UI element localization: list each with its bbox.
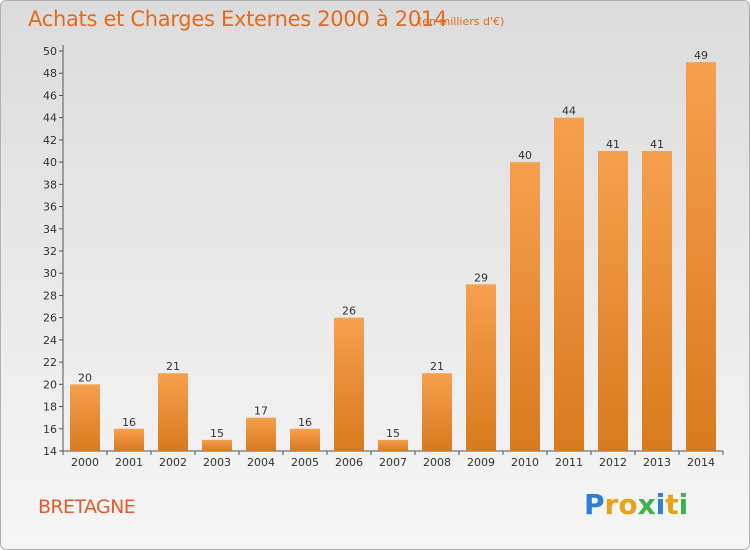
y-tick-label: 38 [43,178,57,191]
x-tick-label: 2009 [467,456,495,469]
y-tick-label: 28 [43,289,57,302]
x-tick-label: 2014 [687,456,715,469]
y-tick-label: 40 [43,156,57,169]
data-label: 41 [606,138,620,151]
bar [290,428,320,451]
bar [466,284,496,451]
x-tick-label: 2012 [599,456,627,469]
y-tick-label: 42 [43,134,57,147]
data-label: 15 [210,427,224,440]
y-tick-label: 46 [43,89,57,102]
chart-title: Achats et Charges Externes 2000 à 2014 [28,7,448,31]
bar [598,151,628,451]
bar [686,62,716,451]
logo-letter: i [655,488,666,521]
y-tick-label: 48 [43,67,57,80]
logo-letter: r [604,488,619,521]
data-label: 41 [650,138,664,151]
x-tick-label: 2011 [555,456,583,469]
region-label: BRETAGNE [38,496,136,518]
data-label: 15 [386,427,400,440]
x-tick-label: 2010 [511,456,539,469]
logo-letter: P [584,488,605,521]
y-tick-label: 22 [43,356,57,369]
bar [378,439,408,451]
y-tick-label: 26 [43,312,57,325]
proxiti-logo: Proxiti [584,488,688,521]
x-tick-label: 2002 [159,456,187,469]
y-tick-label: 18 [43,401,57,414]
x-tick-label: 2004 [247,456,275,469]
chart-unit-label: (en milliers d'€) [418,15,505,28]
bar [642,151,672,451]
y-tick-label: 16 [43,423,57,436]
data-label: 16 [122,416,136,429]
bar [202,439,232,451]
y-tick-label: 32 [43,245,57,258]
x-tick-label: 2008 [423,456,451,469]
logo-letter: t [665,488,679,521]
bar [70,384,100,451]
x-tick-label: 2007 [379,456,407,469]
bar [554,117,584,452]
data-label: 40 [518,149,532,162]
logo-letter: o [618,488,638,521]
x-tick-label: 2003 [203,456,231,469]
data-label: 29 [474,271,488,284]
bar [114,428,144,451]
y-tick-label: 24 [43,334,57,347]
y-tick-label: 50 [43,45,57,58]
y-tick-label: 14 [43,445,57,458]
bar [246,417,276,451]
data-label: 26 [342,305,356,318]
bar [422,373,452,451]
bar [510,162,540,451]
x-tick-label: 2001 [115,456,143,469]
data-label: 16 [298,416,312,429]
y-tick-label: 20 [43,378,57,391]
x-tick-label: 2005 [291,456,319,469]
data-label: 49 [694,49,708,62]
data-label: 21 [430,360,444,373]
y-tick-label: 30 [43,267,57,280]
y-tick-label: 44 [43,112,57,125]
y-tick-label: 34 [43,223,57,236]
logo-letter: x [637,488,656,521]
data-label: 20 [78,371,92,384]
y-tick-label: 36 [43,201,57,214]
data-label: 17 [254,405,268,418]
bar [334,317,364,451]
bar [158,373,188,451]
x-tick-label: 2000 [71,456,99,469]
data-label: 21 [166,360,180,373]
logo-letter: i [678,488,689,521]
x-tick-label: 2013 [643,456,671,469]
data-label: 44 [562,105,576,118]
x-tick-label: 2006 [335,456,363,469]
